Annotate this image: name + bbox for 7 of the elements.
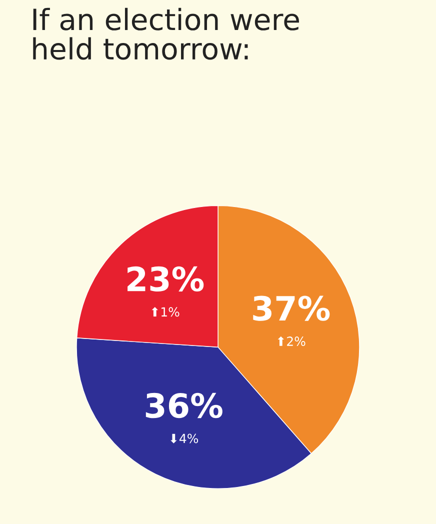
data-label: 36% [146,392,222,418]
data-label: 37% [253,296,330,321]
text: ⬆1% [152,307,180,317]
chart-title: If an election were held tomorrow: [33,8,299,60]
text: ⬆2% [278,336,306,346]
text: ⬇4% [170,434,198,444]
data-label: 23% [128,266,204,292]
